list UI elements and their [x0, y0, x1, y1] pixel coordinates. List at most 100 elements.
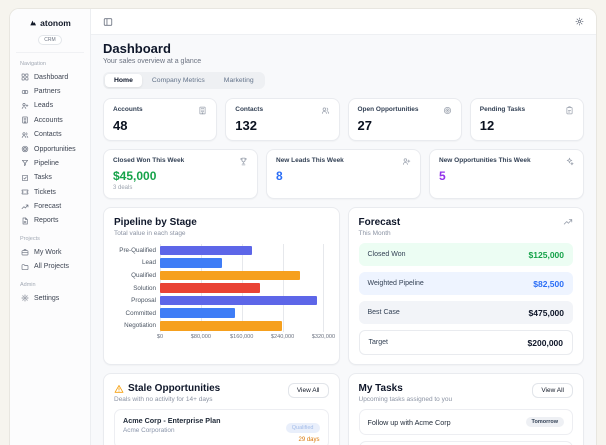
- task-item[interactable]: Prepare proposal for TechFlow Today: [358, 441, 573, 445]
- sidebar-item-reports[interactable]: Reports: [16, 214, 84, 228]
- forecast-row-target: Target $200,000: [358, 330, 573, 355]
- bar-solution: [160, 283, 260, 293]
- axis-tick-label: $160,000: [230, 334, 254, 341]
- bar-lead: [160, 258, 223, 268]
- stat-value: 12: [479, 118, 495, 133]
- sidebar-item-tasks[interactable]: Tasks: [16, 171, 84, 185]
- trending-up-icon: [21, 203, 29, 211]
- my-tasks-panel: My Tasks Upcoming tasks assigned to you …: [347, 373, 584, 445]
- grid-icon: [21, 73, 29, 81]
- axis-tick-label: $0: [156, 334, 164, 341]
- chart-title: Pipeline by Stage: [114, 217, 197, 228]
- sidebar-item-forecast[interactable]: Forecast: [16, 199, 84, 213]
- stat-card-accounts: Accounts 48: [103, 98, 218, 141]
- clipboard-icon: [565, 106, 574, 115]
- sidebar-item-pipeline[interactable]: Pipeline: [16, 156, 84, 170]
- bar-proposal: [160, 295, 318, 306]
- axis-tick-label: $320,000: [311, 334, 336, 341]
- bar-category-label: Proposal: [131, 297, 156, 305]
- sidebar-item-partners[interactable]: Partners: [16, 84, 84, 98]
- sidebar-item-my-work[interactable]: My Work: [16, 245, 84, 259]
- chart-subtitle: Total value in each stage: [114, 230, 186, 237]
- user-plus-icon: [402, 157, 411, 166]
- stale-item[interactable]: Acme Corp - Enterprise Plan Acme Corpora…: [114, 409, 329, 445]
- bar-committed: [160, 308, 235, 319]
- due-badge: Tomorrow: [525, 417, 564, 427]
- sidebar-item-opportunities[interactable]: Opportunities: [16, 142, 84, 156]
- sidebar-section-admin: Admin: [20, 281, 36, 288]
- bar-category-label: Solution: [133, 284, 156, 292]
- stat-value: 48: [113, 118, 128, 133]
- sidebar-section-projects: Projects: [20, 236, 40, 243]
- tab-home[interactable]: Home: [105, 74, 142, 87]
- sidebar-item-settings[interactable]: Settings: [16, 291, 84, 305]
- target-icon: [443, 106, 452, 115]
- stat-card-pending-tasks: Pending Tasks 12: [469, 98, 584, 141]
- axis-tick-label: $240,000: [270, 334, 295, 341]
- sidebar-item-dashboard[interactable]: Dashboard: [16, 70, 84, 84]
- bar-category-label: Pre-Qualified: [119, 246, 156, 254]
- funnel-icon: [21, 159, 29, 167]
- trophy-icon: [239, 157, 248, 166]
- sparkles-icon: [565, 157, 574, 166]
- tab-marketing[interactable]: Marketing: [223, 77, 254, 84]
- sidebar-item-all-projects[interactable]: All Projects: [16, 260, 84, 274]
- sidebar-item-tickets[interactable]: Tickets: [16, 185, 84, 199]
- building-icon: [198, 106, 207, 115]
- week-value: 5: [439, 169, 446, 183]
- users-icon: [21, 131, 29, 139]
- stat-value: 132: [235, 118, 257, 133]
- app-badge: CRM: [38, 35, 62, 45]
- bar-negotiation: [160, 321, 283, 331]
- stale-opportunities-panel: Stale Opportunities Deals with no activi…: [103, 373, 340, 445]
- stale-title: Stale Opportunities: [128, 383, 221, 394]
- tasks-subtitle: Upcoming tasks assigned to you: [358, 396, 453, 403]
- tasks-title: My Tasks: [358, 383, 403, 394]
- axis-tick-label: $80,000: [190, 334, 211, 341]
- file-icon: [21, 217, 29, 225]
- sidebar-item-leads[interactable]: Leads: [16, 99, 84, 113]
- forecast-row-best-case: Best Case $475,000: [358, 301, 573, 324]
- ticket-icon: [21, 188, 29, 196]
- bar-category-label: Qualified: [131, 271, 156, 279]
- sidebar-item-contacts[interactable]: Contacts: [16, 128, 84, 142]
- bar-qualified: [160, 270, 300, 281]
- warning-triangle-icon: [114, 384, 124, 394]
- building-icon: [21, 116, 29, 124]
- chart-plot: [160, 244, 329, 333]
- app-window: atonom CRM Navigation Dashboard Partners…: [9, 8, 597, 445]
- task-item[interactable]: Follow up with Acme Corp Tomorrow: [358, 409, 573, 435]
- rings-icon: [21, 88, 29, 96]
- pipeline-panel: Pipeline by Stage Total value in each st…: [103, 207, 340, 365]
- forecast-panel: Forecast This Month Closed Won $125,000 …: [347, 207, 584, 365]
- gear-icon: [21, 294, 29, 302]
- bar-category-label: Lead: [141, 259, 156, 267]
- tasks-view-all-button[interactable]: View All: [532, 383, 573, 398]
- sidebar-toggle-icon[interactable]: [101, 15, 115, 29]
- chart-axis: $0 $80,000 $160,000 $240,000 $320,000: [156, 334, 335, 343]
- stat-value: 27: [357, 118, 372, 133]
- stale-days: 29 days: [298, 436, 320, 443]
- bar-category-label: Negotiation: [124, 322, 156, 330]
- folder-icon: [21, 263, 29, 271]
- user-plus-icon: [21, 102, 29, 110]
- gridline: [323, 244, 325, 333]
- sidebar: atonom CRM Navigation Dashboard Partners…: [10, 9, 91, 445]
- forecast-title: Forecast: [358, 217, 401, 228]
- sidebar-item-accounts[interactable]: Accounts: [16, 113, 84, 127]
- sidebar-section-navigation: Navigation: [20, 61, 46, 67]
- stat-card-contacts: Contacts 132: [225, 98, 340, 141]
- target-icon: [21, 145, 29, 153]
- chart-category-labels: Pre-Qualified Lead Qualified Solution Propos…: [114, 244, 160, 332]
- week-value: $45,000: [113, 169, 157, 183]
- theme-toggle-icon[interactable]: [573, 15, 586, 28]
- briefcase-icon: [21, 248, 29, 256]
- trending-up-icon: [563, 217, 573, 227]
- stage-badge: Qualified: [285, 422, 320, 433]
- stat-card-open-opportunities: Open Opportunities 27: [347, 98, 462, 141]
- stale-view-all-button[interactable]: View All: [287, 383, 329, 398]
- logo-icon: [29, 19, 37, 27]
- forecast-row-weighted-pipeline: Weighted Pipeline $82,500: [358, 272, 573, 295]
- tab-company-metrics[interactable]: Company Metrics: [151, 77, 205, 84]
- bar-category-label: Committed: [125, 309, 156, 317]
